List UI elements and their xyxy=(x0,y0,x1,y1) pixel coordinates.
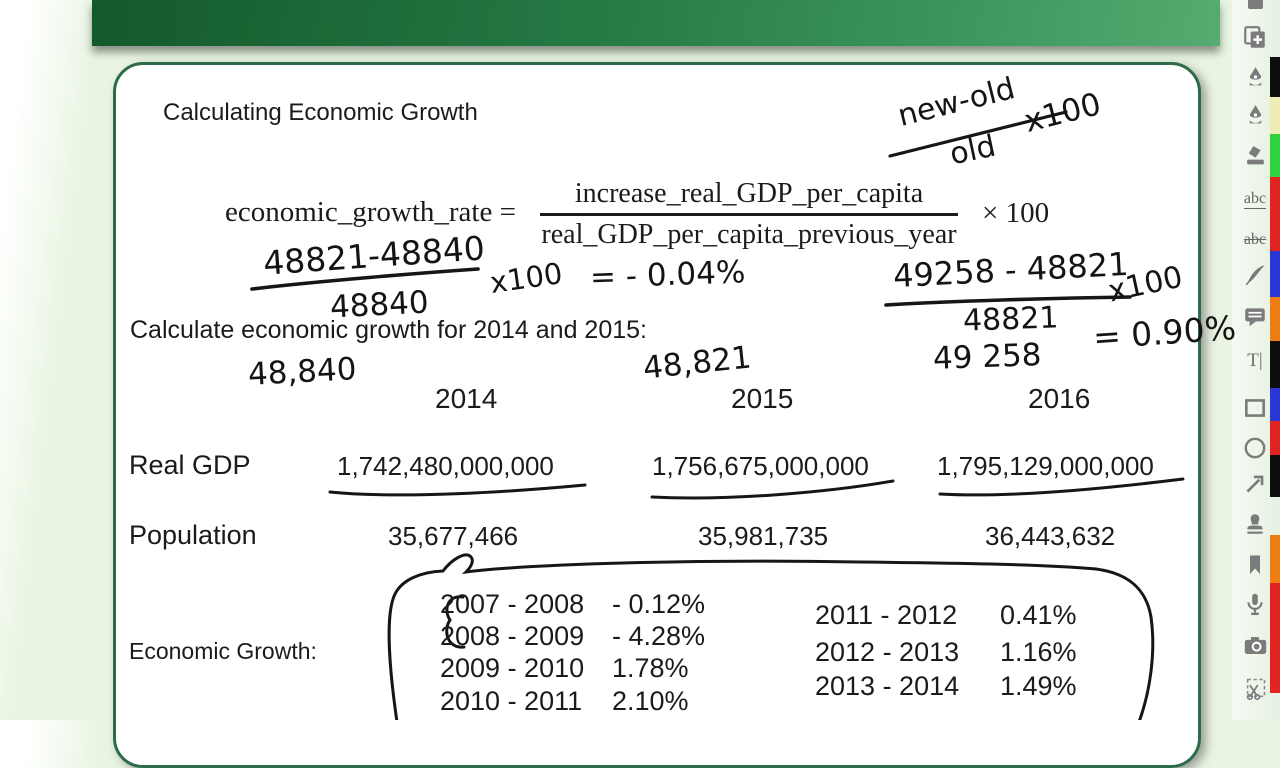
growth-value: - 4.28% xyxy=(612,621,706,651)
color-tab[interactable] xyxy=(1270,134,1280,177)
year-header-2015: 2015 xyxy=(731,383,794,414)
color-tab[interactable] xyxy=(1270,535,1280,583)
growth-period: 2013 - 2014 xyxy=(815,671,960,701)
color-tab[interactable] xyxy=(1270,455,1280,497)
hw-generic-times: x100 xyxy=(1020,86,1105,140)
growth-value: 1.78% xyxy=(612,653,689,683)
growth-period: 2008 - 2009 xyxy=(440,621,585,651)
growth-period: 2012 - 2013 xyxy=(815,637,960,667)
real-gdp-2014: 1,742,480,000,000 xyxy=(337,451,554,481)
color-tab[interactable] xyxy=(1270,251,1280,297)
underline-text-icon[interactable]: abc xyxy=(1241,186,1269,214)
growth-period: 2007 - 2008 xyxy=(440,589,585,619)
text-tool-glyph: T| xyxy=(1247,350,1263,371)
strikethrough-text-icon[interactable]: abc xyxy=(1241,226,1269,254)
ellipse-shape-icon[interactable] xyxy=(1241,434,1269,462)
bookmark-icon[interactable] xyxy=(1241,551,1269,579)
year-header-2014: 2014 xyxy=(435,383,498,414)
growth-value: 2.10% xyxy=(612,686,689,716)
hw-2015-result: = - 0.04% xyxy=(589,254,746,296)
color-tab[interactable] xyxy=(1270,177,1280,251)
color-tab[interactable] xyxy=(1270,297,1280,341)
growth-value: 1.16% xyxy=(1000,637,1077,667)
hw-gdp-per-capita-2016: 49 258 xyxy=(932,337,1043,377)
hw-gdp-per-capita-2014: 48,840 xyxy=(247,351,358,393)
quill-pen-icon[interactable] xyxy=(1241,261,1269,289)
formula-times-100: × 100 xyxy=(982,197,1050,229)
hw-gdp-per-capita-2015: 48,821 xyxy=(641,339,754,387)
prompt-text: Calculate economic growth for 2014 and 2… xyxy=(130,316,647,344)
color-tab[interactable] xyxy=(1270,421,1280,455)
year-header-2016: 2016 xyxy=(1028,383,1091,414)
add-page-icon[interactable] xyxy=(1241,24,1269,52)
formula-denominator: real_GDP_per_capita_previous_year xyxy=(541,219,957,250)
screenshot-crop-icon[interactable] xyxy=(1241,674,1269,702)
stamp-icon[interactable] xyxy=(1241,510,1269,538)
strikethrough-text-glyph: abc xyxy=(1243,231,1267,248)
rectangle-shape-icon[interactable] xyxy=(1241,394,1269,422)
growth-period: 2010 - 2011 xyxy=(440,686,583,716)
text-tool-icon[interactable]: T| xyxy=(1241,347,1269,375)
hw-generic-denominator: old xyxy=(946,128,999,173)
pen-alt-icon[interactable] xyxy=(1241,101,1269,129)
underline-text-glyph: abc xyxy=(1243,190,1267,209)
hw-2016-denominator: 48821 xyxy=(962,300,1060,339)
formula-lhs: economic_growth_rate = xyxy=(225,196,516,228)
formula-numerator: increase_real_GDP_per_capita xyxy=(574,178,924,209)
real-gdp-2016: 1,795,129,000,000 xyxy=(937,451,1154,481)
real-gdp-label: Real GDP xyxy=(129,450,251,480)
note-content: Calculating Economic Growth economic_gro… xyxy=(129,71,1238,720)
hw-2016-result: = 0.90% xyxy=(1091,308,1238,357)
growth-value: 0.41% xyxy=(1000,600,1077,630)
comment-icon[interactable] xyxy=(1241,302,1269,330)
growth-value: 1.49% xyxy=(1000,671,1077,701)
camera-icon[interactable] xyxy=(1241,631,1269,659)
growth-value: - 0.12% xyxy=(612,589,706,619)
hw-2015-numerator: 48821-48840 xyxy=(261,228,486,283)
page-title: Calculating Economic Growth xyxy=(163,99,478,126)
title-bar xyxy=(92,0,1220,46)
highlighter-icon[interactable] xyxy=(1241,141,1269,169)
hw-generic-numerator: new-old xyxy=(894,71,1019,134)
color-tab[interactable] xyxy=(1270,97,1280,134)
color-tab[interactable] xyxy=(1270,388,1280,421)
microphone-icon[interactable] xyxy=(1241,590,1269,618)
population-2014: 35,677,466 xyxy=(388,521,519,551)
growth-label: Economic Growth: xyxy=(129,638,317,664)
color-tab[interactable] xyxy=(1270,57,1280,97)
real-gdp-2015: 1,756,675,000,000 xyxy=(652,451,869,481)
growth-period: 2011 - 2012 xyxy=(815,600,958,630)
population-2015: 35,981,735 xyxy=(698,521,829,551)
color-tab[interactable] xyxy=(1270,341,1280,388)
population-label: Population xyxy=(129,520,257,550)
pen-icon[interactable] xyxy=(1241,63,1269,91)
color-tab[interactable] xyxy=(1270,583,1280,693)
growth-period: 2009 - 2010 xyxy=(440,653,585,683)
hw-2016-numerator: 49258 - 48821 xyxy=(892,244,1130,296)
page-copy-icon[interactable] xyxy=(1241,0,1269,14)
arrow-shape-icon[interactable] xyxy=(1241,470,1269,498)
population-2016: 36,443,632 xyxy=(985,521,1116,551)
hw-2015-times: x100 xyxy=(487,256,565,300)
formula-fraction-bar xyxy=(540,213,958,216)
